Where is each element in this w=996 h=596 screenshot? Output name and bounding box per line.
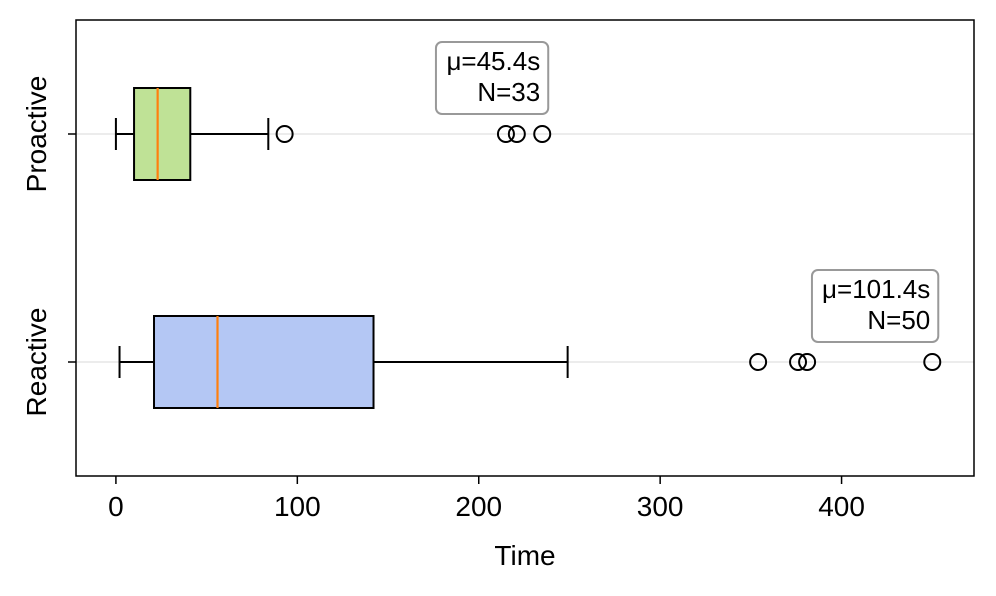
x-tick-label: 100 [274, 491, 321, 522]
annotation-proactive: μ=45.4sN=33 [434, 41, 550, 115]
outlier-point [749, 353, 768, 371]
box-reactive [118, 315, 942, 409]
iqr-box [153, 315, 375, 409]
outlier-point [798, 353, 817, 371]
annotation-text: N=33 [477, 77, 540, 107]
y-tick-label: Reactive [21, 308, 52, 417]
annotation-reactive: μ=101.4sN=50 [810, 269, 940, 343]
x-tick-label: 400 [818, 491, 865, 522]
boxes-layer [114, 87, 942, 409]
annotation-box [810, 269, 940, 343]
annotation-text: μ=101.4s [822, 274, 930, 304]
outlier-point [789, 353, 808, 371]
outlier-point [533, 125, 552, 143]
y-axis: Reactive Proactive [21, 76, 76, 417]
y-tick-label: Proactive [21, 76, 52, 193]
outlier-point [275, 125, 294, 143]
plot-frame [75, 19, 975, 477]
annotations-layer: μ=101.4sN=50 μ=45.4sN=33 [434, 41, 940, 343]
x-axis-label: Time [494, 540, 555, 571]
annotation-box [434, 41, 550, 115]
x-tick-label: 0 [108, 491, 124, 522]
annotation-text: N=50 [867, 305, 930, 335]
x-tick-label: 200 [455, 491, 502, 522]
outlier-point [507, 125, 526, 143]
x-axis: 0 100 200 300 400 [108, 476, 865, 522]
outlier-point [496, 125, 515, 143]
outlier-point [923, 353, 942, 371]
x-tick-label: 300 [637, 491, 684, 522]
iqr-box [133, 87, 192, 181]
annotation-text: μ=45.4s [446, 46, 540, 76]
box-proactive [114, 87, 552, 181]
